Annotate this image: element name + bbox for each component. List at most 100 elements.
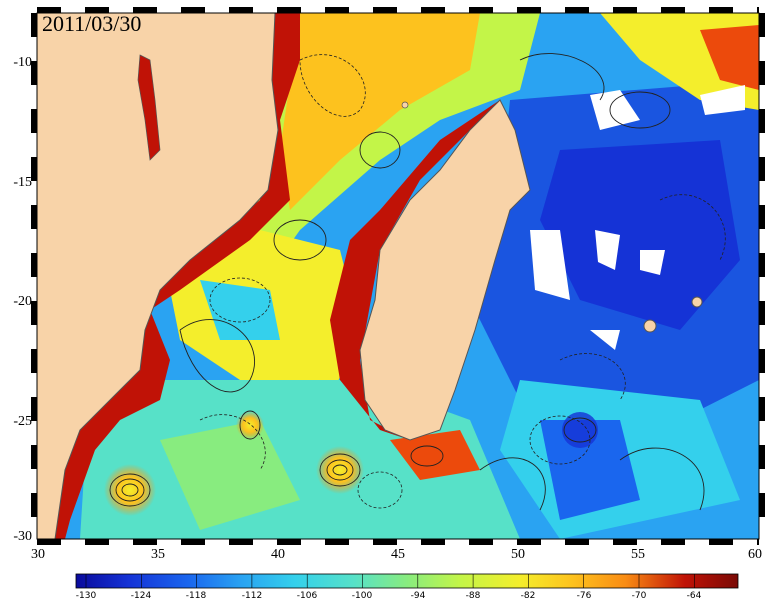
frame-top-segment (613, 7, 637, 13)
frame-bottom-segment (37, 539, 61, 545)
frame-top-segment (325, 7, 349, 13)
cloud-patch-6 (700, 85, 745, 115)
frame-right-segment (759, 493, 765, 517)
frame-left-segment (31, 253, 37, 277)
frame-top-segment (421, 7, 445, 13)
date-label: 2011/03/30 (42, 11, 141, 36)
frame-left-segment (31, 493, 37, 517)
colorbar-gradient (75, 573, 739, 589)
frame-bottom-segment (229, 539, 253, 545)
frame-top-segment (37, 7, 61, 13)
frame-left-segment (31, 301, 37, 325)
frame-left-segment (31, 157, 37, 181)
frame-left-segment (31, 445, 37, 469)
frame-top-segment (181, 7, 205, 13)
frame-top-segment (85, 7, 109, 13)
x-tick-30: 30 (31, 547, 45, 562)
frame-right-segment (759, 205, 765, 229)
y-tick-15: -15 (13, 175, 32, 190)
colorbar-ticks (85, 574, 695, 588)
frame-right-segment (759, 157, 765, 181)
lake-malawi (137, 54, 161, 161)
frame-bottom-segment (709, 539, 733, 545)
africa-land (37, 13, 279, 539)
frame-right-segment (759, 109, 765, 133)
africa-coastal-band (50, 13, 300, 539)
frame-bottom-segment (421, 539, 445, 545)
madagascar-coastal-band (330, 100, 500, 440)
frame-top-segment (661, 7, 685, 13)
frame-right-segment (759, 61, 765, 85)
frame-right-segment (759, 253, 765, 277)
cloud-patch-5 (590, 330, 620, 350)
frame-bottom-segment (325, 539, 349, 545)
frame-right-segment (759, 349, 765, 373)
south-east-blue (540, 420, 640, 520)
x-tick-50: 50 (511, 547, 525, 562)
frame-bottom-segment (757, 539, 759, 545)
x-tick-45: 45 (391, 547, 405, 562)
map-panel (37, 13, 759, 539)
mauritius-island (691, 296, 703, 308)
eddy-3 (236, 411, 264, 439)
frame-left-segment (31, 205, 37, 229)
cloud-patch-1 (590, 90, 640, 130)
frame-left-segment (31, 397, 37, 421)
y-tick-25: -25 (13, 414, 32, 429)
frame-top-segment (517, 7, 541, 13)
frame-left-segment (31, 109, 37, 133)
cb-tick-7: -88 (466, 591, 481, 600)
frame-bottom-segment (661, 539, 685, 545)
x-tick-60: 60 (748, 547, 762, 562)
frame-right-segment (759, 445, 765, 469)
frame-left-segment (31, 349, 37, 373)
reunion-island (643, 319, 657, 333)
cb-tick-10: -70 (632, 591, 647, 600)
frame-top-segment (373, 7, 397, 13)
frame-top-segment (277, 7, 301, 13)
frame-top-segment (133, 7, 157, 13)
frame-top-segment (709, 7, 733, 13)
frame-right-segment (759, 397, 765, 421)
eddy-4 (562, 412, 598, 448)
frame-top-segment (229, 7, 253, 13)
y-tick-20: -20 (13, 294, 32, 309)
cb-tick-4: -106 (297, 591, 318, 600)
cb-tick-8: -82 (521, 591, 536, 600)
cloud-patch-3 (595, 230, 620, 270)
cb-tick-6: -94 (411, 591, 426, 600)
x-axis-labels: 30 35 40 45 50 55 60 (31, 547, 762, 562)
frame-top-segment (757, 7, 759, 13)
frame-left-segment (31, 61, 37, 85)
frame-right-segment (759, 13, 765, 37)
frame-bottom-segment (517, 539, 541, 545)
cb-tick-5: -100 (352, 591, 373, 600)
cb-tick-3: -112 (242, 591, 262, 600)
eddy-1 (104, 464, 156, 516)
frame-bottom-segment (613, 539, 637, 545)
frame-bottom-segment (469, 539, 493, 545)
frame-bottom-segment (277, 539, 301, 545)
frame-right-segment (759, 301, 765, 325)
colorbar: -130 -124 -118 -112 -106 -100 -94 -88 -8… (75, 573, 739, 600)
cb-tick-2: -118 (186, 591, 207, 600)
axis-ticks (31, 7, 765, 545)
frame-top-segment (469, 7, 493, 13)
comoros-island (401, 101, 409, 109)
cb-tick-11: -64 (687, 591, 702, 600)
cloud-patch-2 (530, 230, 570, 300)
y-tick-30: -30 (13, 529, 32, 544)
cb-tick-1: -124 (131, 591, 152, 600)
frame-bottom-segment (181, 539, 205, 545)
channel-cyan (200, 280, 280, 340)
cb-tick-9: -76 (577, 591, 592, 600)
contour-lines-dashed (199, 54, 726, 509)
x-tick-55: 55 (631, 547, 645, 562)
cb-tick-0: -130 (76, 591, 97, 600)
sw-madagascar-red (390, 430, 480, 480)
frame-bottom-segment (133, 539, 157, 545)
madagascar-land (359, 99, 531, 441)
frame-bottom-segment (373, 539, 397, 545)
eddy-2 (316, 446, 364, 494)
